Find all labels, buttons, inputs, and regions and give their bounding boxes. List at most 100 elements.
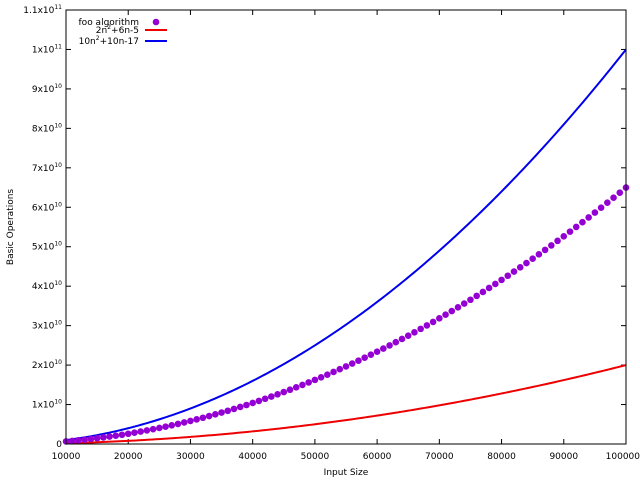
data-point — [81, 436, 88, 443]
data-point — [218, 409, 225, 416]
data-point — [348, 360, 356, 367]
data-point — [523, 259, 530, 267]
x-tick-label: 100000 — [606, 452, 640, 462]
data-point — [212, 411, 219, 418]
data-point — [597, 204, 605, 211]
data-point — [236, 403, 244, 411]
data-point — [93, 434, 101, 442]
data-point — [100, 434, 107, 441]
y-tick-label: 1.1x1011 — [23, 4, 62, 16]
data-point — [404, 332, 412, 339]
data-point — [591, 209, 599, 216]
data-point — [193, 416, 200, 423]
y-axis-ticks: 0 1x1010 2x1010 3x1010 4x1010 5x1010 6x1010 7x1… — [23, 4, 626, 450]
data-point — [286, 386, 294, 394]
data-point — [311, 376, 319, 384]
data-point — [342, 363, 350, 370]
data-point — [131, 429, 138, 436]
data-point — [423, 322, 431, 329]
x-axis-label: Input Size — [324, 468, 369, 478]
data-point — [560, 232, 568, 240]
data-point — [162, 423, 169, 430]
x-tick-label: 50000 — [301, 452, 330, 462]
data-point — [168, 422, 176, 429]
data-point — [604, 199, 611, 207]
data-point — [68, 437, 76, 445]
legend-marker-0 — [152, 18, 160, 26]
data-point — [137, 428, 144, 435]
data-point — [174, 420, 182, 428]
data-point — [292, 384, 300, 391]
data-point — [143, 427, 151, 434]
data-point — [429, 318, 437, 326]
data-point — [230, 405, 238, 413]
data-point — [585, 214, 592, 221]
y-axis-label: Basic Operations — [6, 189, 16, 265]
data-point — [255, 397, 263, 405]
data-point — [460, 300, 468, 307]
data-point — [156, 424, 163, 432]
data-point — [572, 223, 580, 231]
data-point — [436, 315, 443, 322]
y-tick-label: 7x1010 — [32, 162, 62, 174]
data-point — [87, 435, 95, 443]
data-point — [336, 365, 344, 373]
legend-label-2: 10n2+10n-17 — [79, 35, 139, 47]
y-tick-label: 0 — [56, 440, 62, 450]
data-point — [106, 433, 113, 440]
data-point — [386, 342, 393, 349]
data-point — [330, 368, 337, 376]
legend-label-0: foo algorithm — [79, 18, 139, 28]
data-point — [367, 351, 375, 359]
data-point — [479, 288, 487, 296]
data-point — [492, 280, 499, 288]
data-point — [554, 237, 561, 245]
data-point — [442, 311, 449, 319]
data-point — [243, 401, 250, 409]
data-point — [224, 407, 232, 415]
x-tick-label: 90000 — [549, 452, 578, 462]
data-point — [305, 379, 312, 386]
data-point — [373, 348, 381, 355]
data-point — [473, 292, 480, 300]
series-line-2 — [65, 48, 627, 442]
data-point — [510, 268, 518, 275]
plot-series — [62, 48, 630, 445]
y-tick-label: 9x1010 — [32, 83, 62, 95]
x-tick-label: 40000 — [238, 452, 267, 462]
y-tick-label: 1x1010 — [32, 399, 62, 411]
data-point — [268, 393, 275, 400]
x-tick-label: 20000 — [114, 452, 143, 462]
data-point — [516, 264, 524, 271]
y-tick-label: 1x1011 — [32, 43, 62, 55]
y-tick-label: 2x1010 — [32, 359, 62, 371]
x-tick-label: 70000 — [425, 452, 454, 462]
data-point — [417, 325, 424, 333]
data-point — [118, 431, 126, 439]
data-point — [180, 419, 188, 426]
data-point — [75, 437, 82, 444]
data-point — [504, 272, 512, 280]
data-point — [199, 414, 207, 422]
data-point — [274, 391, 281, 398]
data-point — [249, 399, 256, 407]
y-tick-label: 4x1010 — [32, 280, 62, 292]
data-point — [529, 255, 536, 263]
data-point — [355, 357, 362, 364]
data-point — [448, 307, 456, 315]
data-point — [548, 242, 555, 249]
legend-label-1: 2n2+6n-5 — [96, 24, 139, 36]
data-point — [467, 296, 474, 304]
data-point — [261, 395, 269, 403]
plot-frame — [65, 9, 627, 445]
data-point — [535, 251, 543, 258]
data-point — [411, 328, 418, 336]
data-point — [541, 246, 549, 254]
data-point — [149, 425, 157, 433]
data-point — [454, 304, 462, 311]
data-point — [398, 335, 406, 343]
data-point — [498, 276, 505, 284]
data-point — [299, 381, 306, 389]
data-point — [361, 354, 368, 362]
